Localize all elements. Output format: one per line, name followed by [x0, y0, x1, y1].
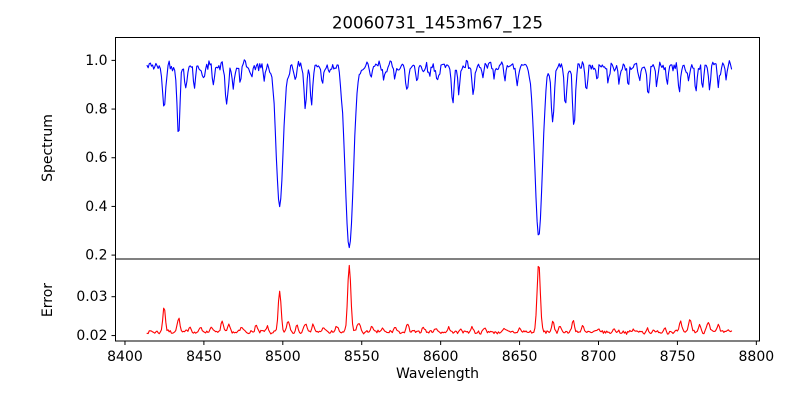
- x-tick-label: 8800: [739, 349, 775, 365]
- x-tick-label: 8750: [660, 349, 696, 365]
- x-tick-label: 8500: [265, 349, 301, 365]
- error-y-tick-label: 0.02: [76, 328, 107, 344]
- error-y-axis-label: Error: [40, 283, 56, 317]
- x-tick-label: 8600: [423, 349, 459, 365]
- x-tick-label: 8650: [502, 349, 538, 365]
- spectrum-line: [146, 59, 733, 249]
- spectrum-y-tick-label: 0.8: [85, 102, 107, 118]
- spectrum-y-axis-label: Spectrum: [40, 114, 56, 182]
- error-panel: [115, 258, 760, 342]
- x-tick-label: 8450: [186, 349, 222, 365]
- x-tick-label: 8400: [107, 349, 143, 365]
- x-tick-label: 8700: [581, 349, 617, 365]
- spectrum-y-tick-label: 1.0: [85, 53, 107, 69]
- spectrum-y-tick-label: 0.6: [85, 150, 107, 166]
- chart-title: 20060731_1453m67_125: [332, 14, 543, 34]
- spectrum-y-tick-label: 0.2: [85, 248, 107, 264]
- spectrum-y-tick-label: 0.4: [85, 199, 107, 215]
- data-series: [146, 59, 733, 335]
- axis-ticks: 0.2 0.4 0.6 0.8 1.0 0.02 0.03 8400 8450 8500 8550 8…: [76, 53, 774, 365]
- error-y-tick-label: 0.03: [76, 289, 107, 305]
- x-axis-label: Wavelength: [396, 366, 479, 382]
- error-line: [146, 264, 733, 335]
- x-tick-label: 8550: [344, 349, 380, 365]
